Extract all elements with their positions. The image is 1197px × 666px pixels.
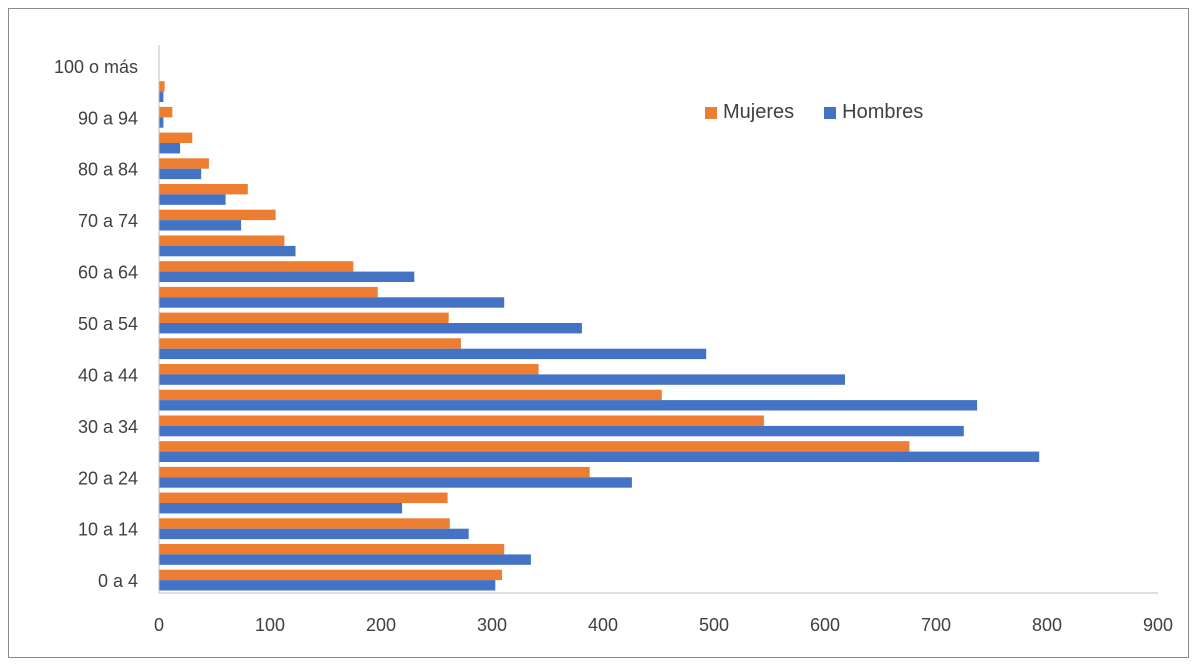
bar-hombres-35-a-39 xyxy=(159,400,978,411)
bar-hombres-80-a-84 xyxy=(159,168,202,180)
legend-swatch-mujeres xyxy=(705,106,717,119)
bar-hombres-10-a-14 xyxy=(159,528,469,540)
bar-hombres-95-a-99 xyxy=(159,91,164,102)
bar-mujeres-15-a-19 xyxy=(159,492,448,503)
x-tick-label-0: 0 xyxy=(154,615,164,635)
y-tick-label-100-o-más: 100 o más xyxy=(54,57,138,77)
y-tick-label-70-a-74: 70 a 74 xyxy=(78,211,138,231)
bar-hombres-90-a-94 xyxy=(159,117,164,128)
bar-hombres-5-a-9 xyxy=(159,554,531,565)
legend-item-mujeres: Mujeres xyxy=(705,101,794,124)
y-tick-label-40-a-44: 40 a 44 xyxy=(78,365,138,385)
bar-hombres-75-a-79 xyxy=(159,194,226,205)
y-tick-label-50-a-54: 50 a 54 xyxy=(78,314,138,334)
y-tick-label-90-a-94: 90 a 94 xyxy=(78,108,138,128)
bar-mujeres-40-a-44 xyxy=(159,364,539,375)
bar-mujeres-10-a-14 xyxy=(159,518,450,529)
y-tick-label-60-a-64: 60 a 64 xyxy=(78,263,138,283)
bar-mujeres-60-a-64 xyxy=(159,261,354,272)
bar-mujeres-25-a-29 xyxy=(159,441,910,452)
legend: Mujeres Hombres xyxy=(705,101,923,124)
bar-hombres-20-a-24 xyxy=(159,477,632,488)
bar-hombres-65-a-69 xyxy=(159,245,296,257)
x-tick-label-100: 100 xyxy=(255,615,285,635)
bar-mujeres-80-a-84 xyxy=(159,158,209,169)
population-bar-chart: 0 100 200 300 400 500 600 700 800 900 0 a 4 10 a 14… xyxy=(54,45,1173,635)
bar-hombres-30-a-34 xyxy=(159,425,964,437)
bar-hombres-50-a-54 xyxy=(159,323,582,334)
bar-mujeres-45-a-49 xyxy=(159,338,461,349)
chart-frame: 0 100 200 300 400 500 600 700 800 900 0 a 4 10 a 14… xyxy=(8,8,1189,658)
bar-mujeres-50-a-54 xyxy=(159,312,449,323)
y-tick-label-30-a-34: 30 a 34 xyxy=(78,417,138,437)
x-tick-label-900: 900 xyxy=(1143,615,1173,635)
x-tick-label-700: 700 xyxy=(921,615,951,635)
bar-hombres-85-a-89 xyxy=(159,143,181,154)
bar-mujeres-35-a-39 xyxy=(159,389,662,401)
y-tick-label-10-a-14: 10 a 14 xyxy=(78,520,138,540)
legend-item-hombres: Hombres xyxy=(824,101,923,124)
bar-hombres-45-a-49 xyxy=(159,348,707,360)
y-tick-label-80-a-84: 80 a 84 xyxy=(78,160,138,180)
y-tick-label-20-a-24: 20 a 24 xyxy=(78,468,138,488)
bar-hombres-70-a-74 xyxy=(159,220,242,231)
bar-mujeres-95-a-99 xyxy=(159,81,165,92)
x-tick-label-300: 300 xyxy=(477,615,507,635)
bar-mujeres-75-a-79 xyxy=(159,184,248,195)
bar-mujeres-85-a-89 xyxy=(159,132,193,143)
bar-mujeres-65-a-69 xyxy=(159,235,285,246)
bar-mujeres-70-a-74 xyxy=(159,209,276,221)
bar-mujeres-0-a-4 xyxy=(159,569,502,581)
bar-mujeres-30-a-34 xyxy=(159,415,764,426)
bar-hombres-15-a-19 xyxy=(159,503,403,514)
legend-label-hombres: Hombres xyxy=(842,101,924,123)
bar-hombres-55-a-59 xyxy=(159,297,505,308)
x-tick-label-500: 500 xyxy=(699,615,729,635)
bar-hombres-40-a-44 xyxy=(159,374,845,385)
bar-hombres-25-a-29 xyxy=(159,451,1040,462)
y-tick-label-0-a-4: 0 a 4 xyxy=(98,571,138,591)
x-tick-label-800: 800 xyxy=(1032,615,1062,635)
bar-hombres-0-a-4 xyxy=(159,580,496,591)
x-tick-label-200: 200 xyxy=(366,615,396,635)
legend-label-mujeres: Mujeres xyxy=(723,101,795,123)
legend-swatch-hombres xyxy=(824,106,837,119)
bar-mujeres-55-a-59 xyxy=(159,286,378,298)
bar-mujeres-20-a-24 xyxy=(159,466,590,478)
x-tick-label-600: 600 xyxy=(810,615,840,635)
bar-mujeres-90-a-94 xyxy=(159,106,173,118)
bar-mujeres-5-a-9 xyxy=(159,544,505,555)
bar-hombres-60-a-64 xyxy=(159,271,415,282)
x-tick-label-400: 400 xyxy=(588,615,618,635)
